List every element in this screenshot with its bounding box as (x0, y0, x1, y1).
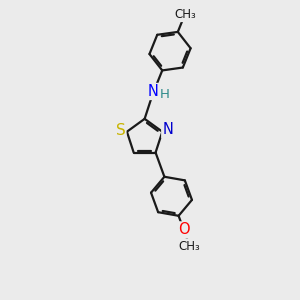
Text: N: N (162, 122, 173, 137)
Text: H: H (160, 88, 170, 101)
Text: O: O (178, 222, 190, 237)
Text: CH₃: CH₃ (174, 8, 196, 21)
Text: S: S (116, 124, 125, 139)
Text: CH₃: CH₃ (179, 240, 200, 253)
Text: N: N (147, 84, 158, 99)
